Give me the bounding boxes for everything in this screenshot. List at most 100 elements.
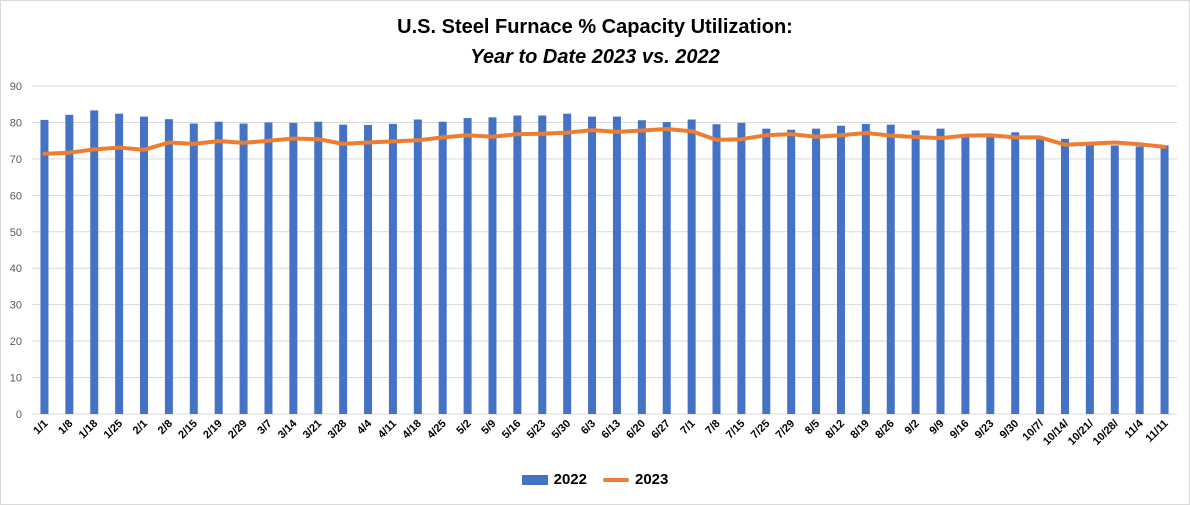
x-tick-label: 4/18 [400, 418, 424, 442]
bar-2022[interactable] [712, 124, 721, 415]
bar-2022[interactable] [662, 122, 671, 414]
x-tick-label: 5/23 [525, 418, 549, 442]
bar-2022[interactable] [936, 128, 945, 414]
bar-2022[interactable] [588, 116, 597, 414]
x-tick-label: 4/4 [355, 417, 375, 437]
x-tick-label: 7/8 [703, 418, 722, 437]
legend-swatch-2022 [521, 474, 548, 485]
bar-2022[interactable] [563, 113, 572, 414]
bar-2022[interactable] [339, 124, 348, 415]
y-tick-label: 10 [10, 373, 22, 385]
chart-subtitle: Year to Date 2023 vs. 2022 [470, 46, 720, 68]
bar-2022[interactable] [488, 117, 497, 414]
bars-2022 [40, 110, 1169, 415]
bar-2022[interactable] [737, 122, 746, 414]
series-line-2023[interactable] [42, 127, 1167, 156]
bar-2022[interactable] [90, 110, 99, 414]
x-tick-label: 1/25 [102, 418, 126, 442]
x-tick-label: 3/7 [255, 418, 274, 437]
y-tick-label: 60 [10, 190, 22, 202]
y-tick-label: 90 [10, 81, 22, 93]
line-2023 [42, 127, 1167, 156]
x-tick-label: 2/8 [156, 418, 175, 437]
x-tick-label: 6/13 [599, 418, 623, 442]
x-tick-label: 10/21/ [1066, 418, 1096, 448]
bar-2022[interactable] [314, 121, 323, 415]
x-tick-label: 5/30 [550, 418, 574, 442]
x-tick-label: 9/23 [973, 418, 997, 442]
x-tick-label: 6/20 [624, 418, 648, 442]
bar-2022[interactable] [115, 113, 124, 414]
x-tick-label: 8/19 [848, 418, 872, 442]
x-tick-label: 10/14/ [1041, 418, 1071, 448]
x-tick-label: 2/15 [176, 418, 200, 442]
bar-2022[interactable] [762, 128, 771, 414]
x-tick-label: 10/28/ [1091, 418, 1121, 448]
bar-2022[interactable] [239, 123, 248, 414]
bar-2022[interactable] [140, 116, 149, 414]
bar-2022[interactable] [1160, 145, 1169, 414]
x-tick-label: 6/3 [579, 418, 598, 437]
x-tick-label: 3/28 [326, 418, 350, 442]
bar-2022[interactable] [413, 119, 422, 414]
bar-2022[interactable] [264, 122, 273, 414]
x-tick-label: 7/25 [749, 418, 773, 442]
x-tick-label: 2/29 [226, 418, 250, 442]
x-tick-label: 8/12 [823, 418, 847, 442]
bar-2022[interactable] [687, 119, 696, 414]
x-tick-label: 6/27 [649, 418, 673, 442]
y-tick-label: 40 [10, 263, 22, 275]
legend-swatch-2023 [603, 477, 629, 482]
bar-2022[interactable] [1011, 132, 1020, 415]
bar-2022[interactable] [463, 118, 472, 415]
bar-2022[interactable] [812, 128, 821, 414]
y-tick-label: 70 [10, 154, 22, 166]
bar-2022[interactable] [861, 123, 870, 414]
bar-2022[interactable] [1060, 138, 1069, 414]
bar-2022[interactable] [1110, 145, 1119, 414]
x-tick-label: 9/30 [998, 418, 1022, 442]
bar-2022[interactable] [886, 124, 895, 415]
x-tick-label: 3/21 [301, 418, 325, 442]
bar-2022[interactable] [1085, 144, 1094, 415]
x-tick-label: 9/2 [902, 418, 921, 437]
bar-2022[interactable] [1135, 146, 1144, 414]
bar-2022[interactable] [364, 124, 373, 415]
bar-2022[interactable] [388, 123, 397, 414]
x-tick-label: 4/11 [376, 418, 399, 441]
x-tick-label: 7/15 [724, 418, 748, 442]
bar-2022[interactable] [65, 114, 74, 415]
x-tick-label: 1/1 [31, 418, 50, 437]
bar-2022[interactable] [612, 116, 621, 414]
bar-2022[interactable] [214, 121, 223, 415]
bar-2022[interactable] [961, 137, 970, 415]
bar-2022[interactable] [289, 122, 298, 414]
y-tick-label: 0 [16, 409, 22, 421]
x-tick-label: 7/29 [774, 418, 798, 442]
x-tick-label: 9/9 [927, 418, 946, 437]
bar-2022[interactable] [911, 130, 920, 414]
x-tick-label: 9/16 [948, 418, 972, 442]
bar-2022[interactable] [986, 136, 995, 414]
bar-2022[interactable] [438, 121, 447, 415]
x-tick-label: 5/16 [500, 418, 524, 442]
bar-2022[interactable] [40, 119, 49, 414]
y-tick-label: 30 [10, 300, 22, 312]
bar-2022[interactable] [787, 129, 796, 414]
legend-item-2023[interactable]: 2023 [603, 471, 668, 488]
bar-2022[interactable] [836, 125, 845, 415]
legend-item-2022[interactable]: 2022 [521, 471, 587, 488]
bar-2022[interactable] [164, 119, 173, 415]
legend-label-2023: 2023 [635, 471, 669, 488]
bar-2022[interactable] [637, 120, 646, 414]
bar-2022[interactable] [1036, 138, 1045, 415]
bar-2022[interactable] [513, 115, 522, 415]
x-tick-label: 1/18 [77, 418, 101, 442]
bar-2022[interactable] [189, 123, 198, 414]
x-tick-label: 5/2 [454, 418, 473, 437]
x-tick-label: 7/1 [678, 418, 697, 437]
x-tick-label: 8/26 [873, 418, 897, 442]
bar-2022[interactable] [538, 115, 547, 415]
gridlines [32, 85, 1177, 415]
